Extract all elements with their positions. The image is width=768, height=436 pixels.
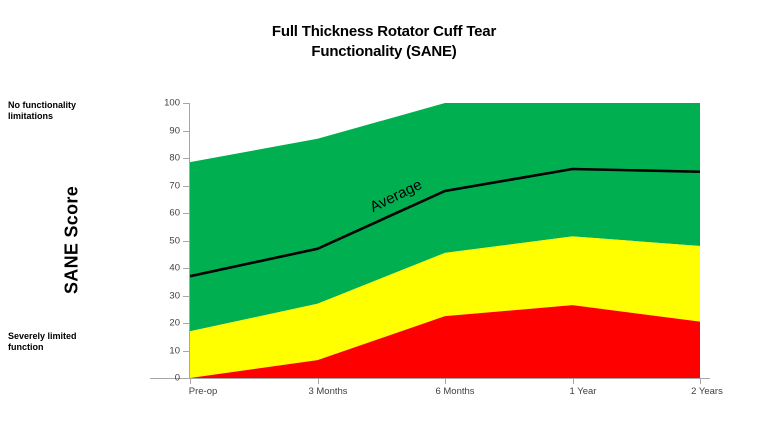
y-tick-label: 50 — [169, 235, 180, 246]
x-tick-mark — [190, 378, 191, 384]
x-tick-label-6-months: 6 Months — [435, 386, 475, 397]
y-tick-mark — [183, 103, 189, 104]
y-tick-mark — [183, 240, 189, 242]
x-tick-mark — [317, 378, 319, 384]
plot-area — [190, 103, 700, 378]
y-tick-mark — [183, 185, 189, 187]
chart-title-line-2: Functionality (SANE) — [311, 43, 457, 61]
y-tick-label: 0 — [174, 372, 180, 384]
y-tick-label: 80 — [169, 152, 180, 164]
y-tick-label: 30 — [169, 290, 180, 301]
x-tick-mark — [700, 378, 701, 384]
y-tick-label: 20 — [169, 317, 180, 329]
y-tick-mark — [183, 378, 189, 379]
y-axis-line — [189, 103, 190, 379]
x-tick-label-2-years: 2 Years — [691, 386, 723, 397]
band-red-area — [190, 305, 700, 378]
x-tick-label-pre-op: Pre-op — [188, 386, 218, 397]
x-axis-line — [150, 378, 710, 379]
y-tick-mark — [183, 213, 189, 214]
annotation-no-functionality-limitations: No functionality limitations — [8, 100, 76, 122]
y-axis-title: SANE Score — [61, 185, 82, 295]
chart-title-line-1: Full Thickness Rotator Cuff Tear — [271, 23, 497, 40]
y-tick-label: 100 — [164, 97, 180, 109]
x-tick-label-1-year: 1 Year — [569, 386, 597, 397]
x-tick-mark — [572, 378, 574, 384]
y-tick-label: 60 — [169, 207, 180, 219]
y-tick-mark — [183, 295, 189, 297]
y-tick-mark — [183, 268, 189, 269]
y-axis-labels: 100 90 80 70 60 50 40 30 20 10 0 — [150, 0, 180, 436]
y-tick-mark — [183, 350, 189, 352]
y-tick-label: 90 — [169, 125, 180, 136]
y-tick-label: 40 — [169, 262, 180, 274]
area-chart-svg — [190, 103, 700, 378]
band-yellow-area — [190, 236, 700, 378]
page-title: Full Thickness Rotator Cuff Tear Functio… — [0, 22, 768, 63]
y-tick-label: 10 — [169, 345, 180, 356]
x-tick-mark — [445, 378, 446, 384]
y-tick-mark — [183, 130, 189, 132]
annotation-severely-limited-function: Severely limited function — [8, 331, 77, 353]
y-tick-label: 70 — [169, 180, 180, 191]
y-tick-mark — [183, 158, 189, 159]
y-tick-mark — [183, 323, 189, 324]
x-tick-label-3-months: 3 Months — [308, 386, 348, 397]
band-green-area — [190, 103, 700, 332]
average-line — [190, 167, 700, 278]
